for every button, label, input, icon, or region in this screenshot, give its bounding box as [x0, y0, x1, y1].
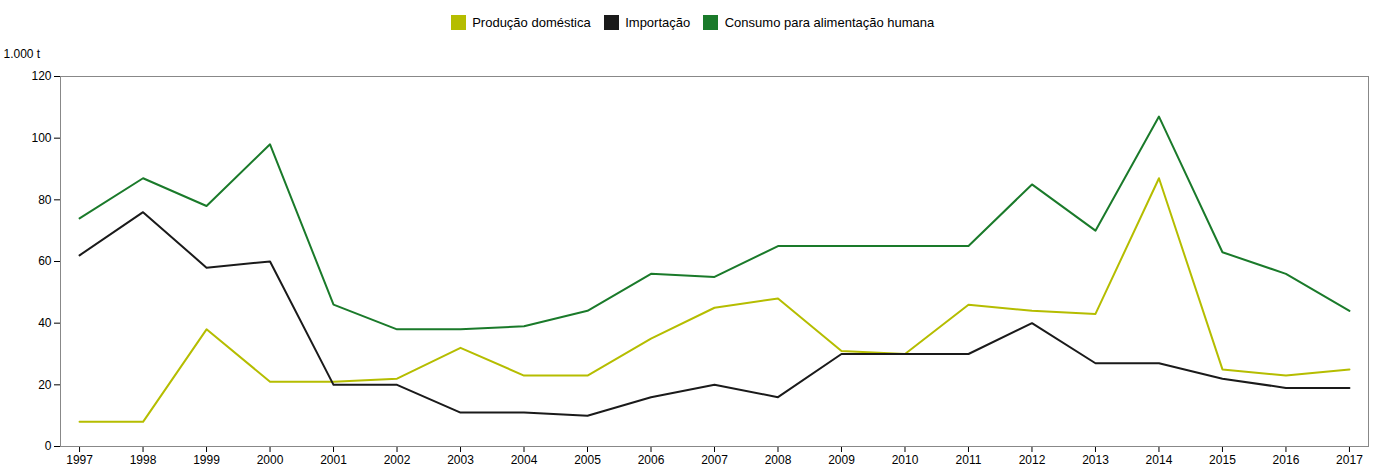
svg-text:100: 100: [31, 131, 51, 145]
svg-text:2015: 2015: [1209, 453, 1236, 467]
svg-text:2014: 2014: [1146, 453, 1173, 467]
svg-text:1.000 t: 1.000 t: [4, 47, 41, 61]
svg-text:80: 80: [38, 192, 52, 206]
svg-text:2002: 2002: [384, 453, 411, 467]
svg-text:2012: 2012: [1019, 453, 1046, 467]
svg-text:2016: 2016: [1273, 453, 1300, 467]
svg-text:60: 60: [38, 254, 52, 268]
svg-text:2005: 2005: [574, 453, 601, 467]
svg-text:2017: 2017: [1336, 453, 1363, 467]
svg-text:1997: 1997: [66, 453, 93, 467]
html-text:Produção doméstica: Produção doméstica: [472, 15, 591, 30]
svg-text:2000: 2000: [257, 453, 284, 467]
svg-text:2008: 2008: [765, 453, 792, 467]
svg-text:40: 40: [38, 316, 52, 330]
svg-text:0: 0: [45, 439, 52, 453]
html-text:Importação: Importação: [625, 15, 691, 30]
svg-text:1999: 1999: [193, 453, 220, 467]
svg-text:2013: 2013: [1082, 453, 1109, 467]
svg-text:2010: 2010: [892, 453, 919, 467]
svg-text:2001: 2001: [320, 453, 347, 467]
svg-text:2006: 2006: [638, 453, 665, 467]
svg-text:2011: 2011: [956, 453, 982, 467]
svg-text:2007: 2007: [701, 453, 728, 467]
svg-text:120: 120: [31, 69, 51, 83]
svg-text:2003: 2003: [447, 453, 474, 467]
svg-text:2004: 2004: [511, 453, 538, 467]
svg-text:20: 20: [38, 377, 52, 391]
html-text:Consumo para alimentação human: Consumo para alimentação humana: [724, 15, 935, 30]
svg-text:1998: 1998: [130, 453, 157, 467]
svg-text:2009: 2009: [828, 453, 855, 467]
